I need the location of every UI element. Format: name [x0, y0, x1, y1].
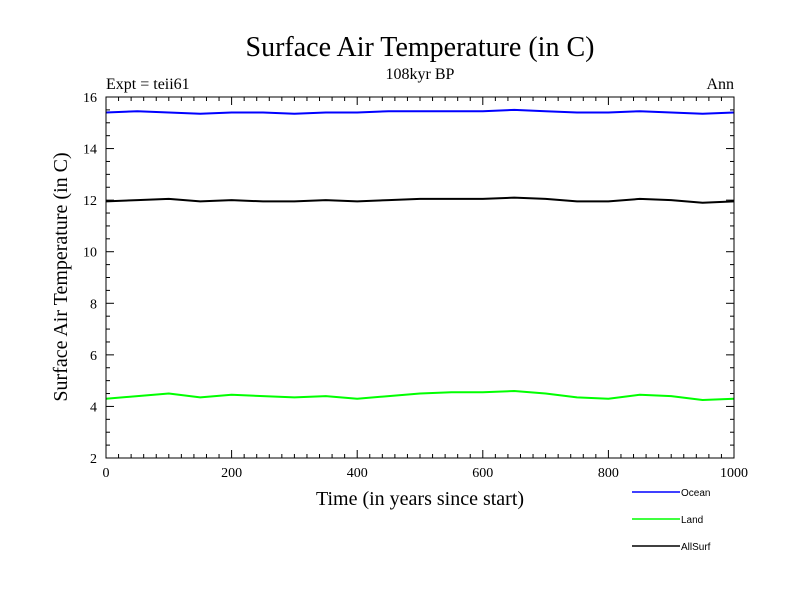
- legend-label-allsurf: AllSurf: [681, 542, 711, 553]
- plot-frame: [105, 96, 735, 459]
- series-line-allsurf: [105, 196, 735, 204]
- y-tick-label: 14: [83, 143, 97, 158]
- x-tick-label: 600: [472, 466, 493, 481]
- axes: 0 200 400 600 800 1000 2 4 6 8 10 12 14 16: [83, 91, 748, 481]
- x-tick-label: 1000: [720, 466, 748, 481]
- y-tick-label: 10: [83, 246, 97, 261]
- series-line-ocean: [105, 108, 735, 115]
- season-label: Ann: [706, 76, 734, 93]
- x-tick-label: 400: [347, 466, 368, 481]
- y-axis-label: Surface Air Temperature (in C): [50, 152, 72, 401]
- legend: Ocean Land AllSurf: [632, 488, 711, 553]
- series-line-land: [105, 390, 735, 401]
- y-tick-label: 12: [83, 194, 97, 209]
- experiment-label: Expt = teii61: [106, 76, 190, 93]
- legend-label-land: Land: [681, 515, 703, 526]
- x-axis-label: Time (in years since start): [316, 488, 524, 510]
- x-tick-label: 0: [103, 466, 110, 481]
- x-tick-label: 200: [221, 466, 242, 481]
- chart-subtitle: 108kyr BP: [386, 66, 455, 83]
- y-tick-label: 6: [90, 349, 97, 364]
- y-tick-label: 2: [90, 452, 97, 467]
- plot-area: [105, 108, 735, 401]
- y-tick-label: 8: [90, 297, 97, 312]
- legend-label-ocean: Ocean: [681, 488, 710, 499]
- y-tick-label: 4: [90, 400, 97, 415]
- chart-title: Surface Air Temperature (in C): [246, 32, 595, 63]
- x-tick-label: 800: [598, 466, 619, 481]
- y-tick-label: 16: [83, 91, 97, 106]
